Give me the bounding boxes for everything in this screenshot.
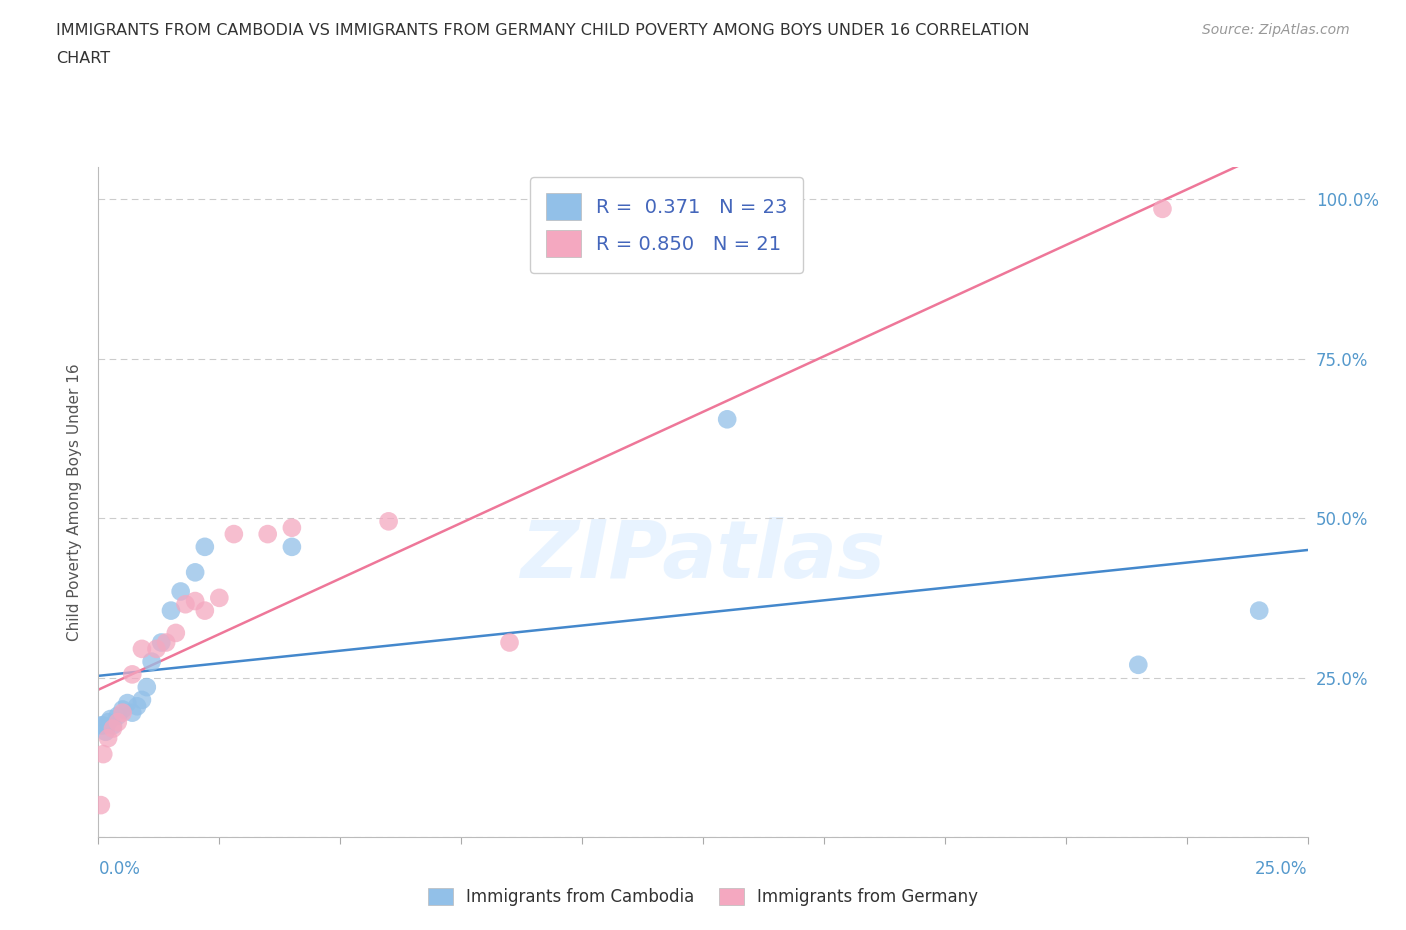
- Point: [155, 635, 177, 650]
- Point: [91, 718, 114, 733]
- Point: [194, 604, 217, 618]
- Point: [208, 591, 231, 605]
- Point: [184, 593, 207, 608]
- Point: [121, 667, 143, 682]
- Point: [94, 724, 117, 739]
- Point: [90, 718, 112, 733]
- Text: 0.0%: 0.0%: [98, 860, 141, 878]
- Point: [97, 731, 120, 746]
- Text: Source: ZipAtlas.com: Source: ZipAtlas.com: [1202, 23, 1350, 37]
- Point: [131, 642, 153, 657]
- Point: [1128, 658, 1150, 672]
- Point: [111, 702, 134, 717]
- Text: 25.0%: 25.0%: [1256, 860, 1308, 878]
- Point: [256, 526, 278, 541]
- Point: [145, 642, 167, 657]
- Point: [222, 526, 245, 541]
- Point: [498, 635, 520, 650]
- Point: [1249, 604, 1271, 618]
- Point: [97, 715, 120, 730]
- Text: CHART: CHART: [56, 51, 110, 66]
- Text: IMMIGRANTS FROM CAMBODIA VS IMMIGRANTS FROM GERMANY CHILD POVERTY AMONG BOYS UND: IMMIGRANTS FROM CAMBODIA VS IMMIGRANTS F…: [56, 23, 1029, 38]
- Point: [377, 514, 399, 529]
- Point: [91, 747, 114, 762]
- Point: [127, 698, 149, 713]
- Point: [117, 696, 139, 711]
- Point: [135, 680, 157, 695]
- Point: [107, 715, 129, 730]
- Legend: Immigrants from Cambodia, Immigrants from Germany: Immigrants from Cambodia, Immigrants fro…: [420, 881, 986, 912]
- Point: [107, 709, 129, 724]
- Point: [716, 412, 738, 427]
- Point: [90, 798, 112, 813]
- Point: [101, 721, 124, 736]
- Text: ZIPatlas: ZIPatlas: [520, 517, 886, 595]
- Point: [194, 539, 217, 554]
- Point: [174, 597, 197, 612]
- Point: [1152, 202, 1174, 217]
- Point: [141, 654, 163, 669]
- Point: [165, 626, 187, 641]
- Point: [111, 705, 134, 720]
- Point: [281, 520, 304, 535]
- Point: [169, 584, 191, 599]
- Point: [281, 539, 304, 554]
- Legend: R =  0.371   N = 23, R = 0.850   N = 21: R = 0.371 N = 23, R = 0.850 N = 21: [530, 177, 803, 273]
- Point: [121, 705, 143, 720]
- Point: [160, 604, 183, 618]
- Y-axis label: Child Poverty Among Boys Under 16: Child Poverty Among Boys Under 16: [67, 364, 83, 641]
- Point: [150, 635, 173, 650]
- Point: [100, 711, 122, 726]
- Point: [131, 693, 153, 708]
- Point: [101, 718, 124, 733]
- Point: [184, 565, 207, 579]
